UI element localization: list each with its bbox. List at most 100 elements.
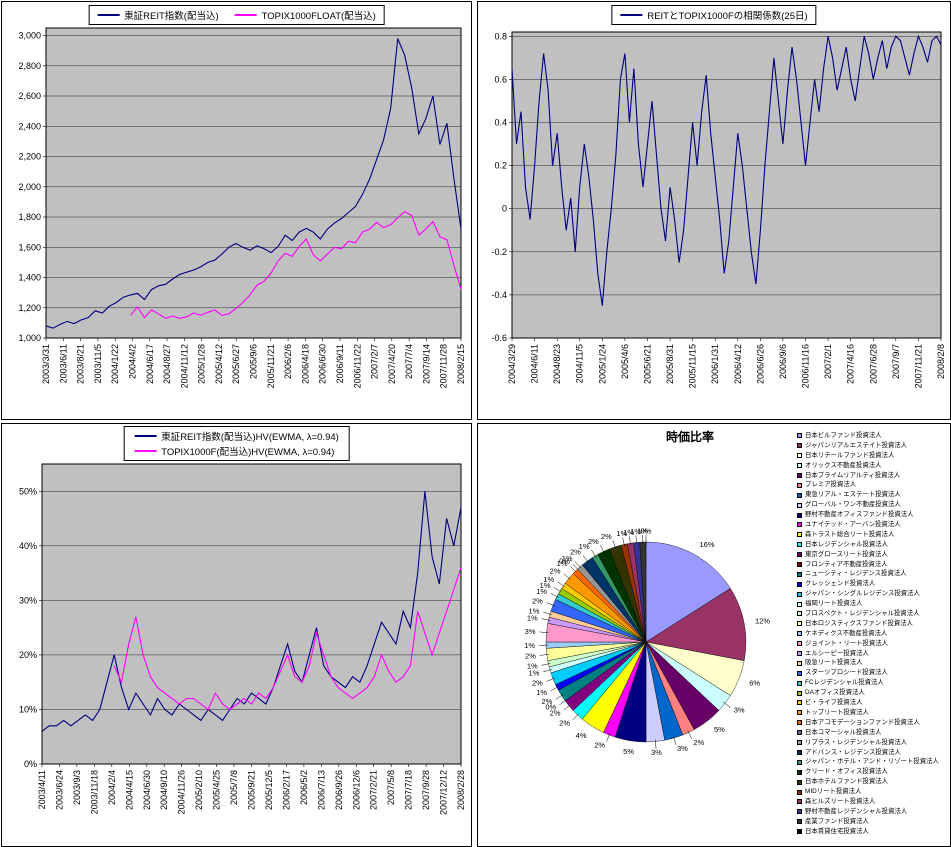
chart-legend: 東証REIT指数(配当込) TOPIX1000FLOAT(配当込) <box>88 5 385 25</box>
pie-legend-item: ジャパンリアルエステイト投資法人 <box>797 441 947 451</box>
pie-legend-swatch <box>797 453 802 459</box>
pie-legend-item: 福岡リート投資法人 <box>797 599 947 609</box>
pie-legend-label: 日本プライムリアルティ投資法人 <box>805 471 901 479</box>
x-tick-label: 2004/2/4 <box>107 770 117 805</box>
pie-slice-label: 2% <box>550 567 561 576</box>
legend-label: REITとTOPIX1000Fの相関係数(25日) <box>647 11 808 22</box>
pie-legend-label: 日本アコモデーションファンド投資法人 <box>805 718 920 726</box>
x-tick-label: 2004/4/2 <box>128 344 138 379</box>
x-tick-label: 2004/9/10 <box>159 770 169 810</box>
pie-legend-swatch <box>797 512 802 518</box>
x-tick-label: 2006/9/6 <box>778 344 788 379</box>
plot-area <box>41 463 462 765</box>
pie-legend-swatch <box>797 482 802 488</box>
pie-legend-item: フロンティア不動産投資法人 <box>797 560 947 570</box>
x-tick-label: 2006/12/6 <box>351 770 361 810</box>
pie-legend-item: 東急リアル・エステート投資法人 <box>797 490 947 500</box>
y-tick-label: 3,000 <box>18 31 41 41</box>
x-tick-label: 2007/9/7 <box>891 344 901 379</box>
pie-slice-label: 1% <box>557 559 568 568</box>
pie-legend-item: グローバル・ワン不動産投資法人 <box>797 500 947 510</box>
x-tick-label: 2005/11/21 <box>266 344 276 388</box>
pie-chart-title: 時価比率 <box>665 430 714 444</box>
pie-legend-swatch <box>797 502 802 508</box>
reit-index-line-chart: 1,000 1,200 1,400 1,600 1,800 2,000 2,200 2,400… <box>18 27 466 388</box>
x-tick-label: 2005/11/15 <box>688 344 698 388</box>
pie-legend-label: プレミア投資法人 <box>805 481 857 489</box>
pie-legend-label: 森ヒルズリート投資法人 <box>805 797 876 805</box>
x-tick-label: 2003/3/31 <box>41 344 51 384</box>
pie-legend-label: プロスペクト・レジデンシャル投資法人 <box>805 610 920 618</box>
legend-line-sample <box>134 450 157 452</box>
pie-slice-label: 1% <box>540 581 551 590</box>
pie-legend-swatch <box>797 552 802 558</box>
x-tick-label: 2004/11/5 <box>575 344 585 383</box>
pie-legend-label: クリード・オフィス投資法人 <box>805 768 888 776</box>
x-tick-label: 2007/4/20 <box>387 344 397 384</box>
pie-legend-swatch <box>797 492 802 498</box>
pie-slice-label: 5% <box>623 747 634 756</box>
x-tick-label: 2007/11/21 <box>913 344 923 388</box>
pie-slice-label: 2% <box>550 708 561 717</box>
pie-slice-label: 2% <box>601 532 612 541</box>
pie-legend-label: ジョイント・リート投資法人 <box>805 639 889 647</box>
x-tick-label: 2004/4/15 <box>124 770 134 810</box>
x-tick-label: 2004/11/12 <box>179 344 189 388</box>
x-tick-label: 2003/6/24 <box>55 770 65 810</box>
pie-legend-item: ジャパン・シングルレジデンス投資法人 <box>797 589 947 599</box>
y-tick-label: 0 <box>502 204 507 214</box>
legend-label: 東証REIT指数(配当込)HV(EWMA, λ=0.94) <box>161 432 339 443</box>
series-line <box>41 491 462 732</box>
legend-item: TOPIX1000F(配当込)HV(EWMA, λ=0.94) <box>134 444 334 458</box>
legend-line-sample <box>97 14 120 16</box>
x-tick-label: 2005/4/25 <box>212 770 222 810</box>
x-tick-label: 2004/8/23 <box>552 344 562 384</box>
x-tick-label: 2004/1/22 <box>110 344 120 384</box>
y-tick-label: 2,400 <box>18 121 41 131</box>
panel-market-cap-pie: 時価比率 16% 12% 6% 3% 5% 2% 3% 3% 5% 2% 4% 2% 2% 0% 2% 1% 2… <box>477 423 951 847</box>
y-tick-label: 1,000 <box>18 333 41 343</box>
y-tick-label: 0.6 <box>494 74 507 84</box>
pie-legend-item: ビ・ライフ投資法人 <box>797 698 947 708</box>
x-tick-label: 2007/2/7 <box>370 344 380 379</box>
panel-volatility-chart: 東証REIT指数(配当込)HV(EWMA, λ=0.94) TOPIX1000F(… <box>1 423 472 847</box>
pie-slice-label: 1% <box>562 554 573 563</box>
pie-legend-swatch <box>797 710 802 716</box>
x-tick-label: 2005/4/12 <box>214 344 224 384</box>
x-tick-label: 2003/4/11 <box>37 770 47 809</box>
pie-legend-item: ジョイント・リート投資法人 <box>797 639 947 649</box>
y-tick-label: 2,000 <box>18 182 41 192</box>
y-tick-label: 0.2 <box>494 161 507 171</box>
pie-slice-label: 1% <box>527 613 538 622</box>
x-tick-label: 2005/6/21 <box>643 344 653 384</box>
x-tick-label: 2006/4/12 <box>733 344 743 384</box>
plot-area <box>45 27 462 339</box>
pie-legend-item: 日本レジデンシャル投資法人 <box>797 540 947 550</box>
pie-legend-swatch <box>797 769 802 775</box>
label-leader-line <box>543 611 552 615</box>
legend-item: 東証REIT指数(配当込)HV(EWMA, λ=0.94) <box>134 429 339 443</box>
pie-slice-label: 1% <box>536 587 547 596</box>
label-leader-line <box>539 631 549 634</box>
x-tick-label: 2005/7/8 <box>229 770 239 805</box>
label-leader-line <box>687 730 692 739</box>
y-tick-label: 10% <box>19 705 37 715</box>
pie-legend-item: 日本リテールファンド投資法人 <box>797 451 947 461</box>
pie-legend-label: スターツプロシード投資法人 <box>805 669 888 677</box>
label-leader-line <box>563 573 571 580</box>
y-tick-label: -0.2 <box>491 247 507 257</box>
pie-legend-item: クレッシェンド投資法人 <box>797 579 947 589</box>
label-leader-line <box>572 713 580 721</box>
pie-legend-label: エルシーピー投資法人 <box>805 649 869 657</box>
label-leader-line <box>541 663 551 666</box>
x-tick-label: 2007/5/8 <box>386 770 396 805</box>
pie-legend-swatch <box>797 819 802 825</box>
label-leader-line <box>629 536 631 546</box>
pie-legend-label: ケネディクス不動産投資法人 <box>805 629 888 637</box>
pie-legend-item: スターツプロシード投資法人 <box>797 668 947 678</box>
pie-legend-swatch <box>797 680 802 686</box>
pie-legend-label: 東急リアル・エステート投資法人 <box>805 491 901 499</box>
x-tick-label: 2006/2/6 <box>283 344 293 379</box>
pie-legend-label: 森トラスト総合リート投資法人 <box>805 530 895 538</box>
pie-legend-swatch <box>797 571 802 577</box>
